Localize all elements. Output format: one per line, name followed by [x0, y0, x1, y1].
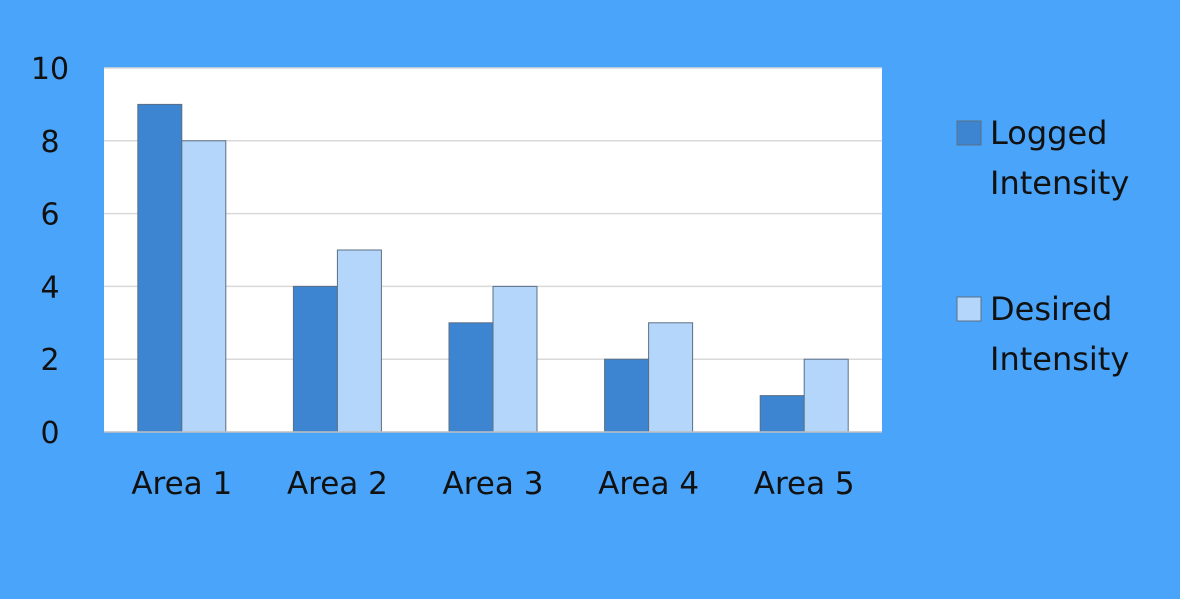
legend-label: Intensity [990, 340, 1129, 378]
y-tick-label: 0 [40, 416, 59, 451]
bar-desired-intensity-area-5 [803, 358, 849, 433]
legend-label: Desired [990, 290, 1112, 328]
x-category-label: Area 1 [131, 466, 232, 502]
y-axis-ticks: 0 2 4 6 8 10 [31, 52, 69, 451]
legend-label: Logged [990, 114, 1107, 152]
y-tick-label: 2 [40, 343, 59, 378]
legend-swatch-logged-intensity [956, 120, 982, 146]
bar-logged-intensity-area-3 [448, 322, 494, 433]
legend: Logged Intensity Desired Intensity [956, 114, 1129, 378]
bar-logged-intensity-area-1 [137, 103, 183, 433]
bar-desired-intensity-area-2 [336, 249, 382, 433]
y-tick-label: 10 [31, 52, 69, 87]
bar-logged-intensity-area-2 [292, 285, 338, 433]
x-category-label: Area 5 [754, 466, 855, 502]
bars [104, 103, 882, 433]
x-axis-categories: Area 1 Area 2 Area 3 Area 4 Area 5 [131, 466, 854, 502]
y-tick-label: 8 [40, 125, 59, 160]
x-category-label: Area 2 [287, 466, 388, 502]
bar-logged-intensity-area-4 [604, 358, 650, 433]
legend-swatch-desired-intensity [956, 296, 982, 322]
y-tick-label: 6 [40, 198, 59, 233]
bar-desired-intensity-area-4 [648, 322, 694, 433]
legend-label: Intensity [990, 164, 1129, 202]
bar-logged-intensity-area-5 [759, 395, 805, 433]
y-tick-label: 4 [40, 270, 59, 305]
x-category-label: Area 4 [598, 466, 699, 502]
bar-desired-intensity-area-3 [492, 285, 538, 433]
x-category-label: Area 3 [443, 466, 544, 502]
bar-desired-intensity-area-1 [181, 140, 227, 433]
